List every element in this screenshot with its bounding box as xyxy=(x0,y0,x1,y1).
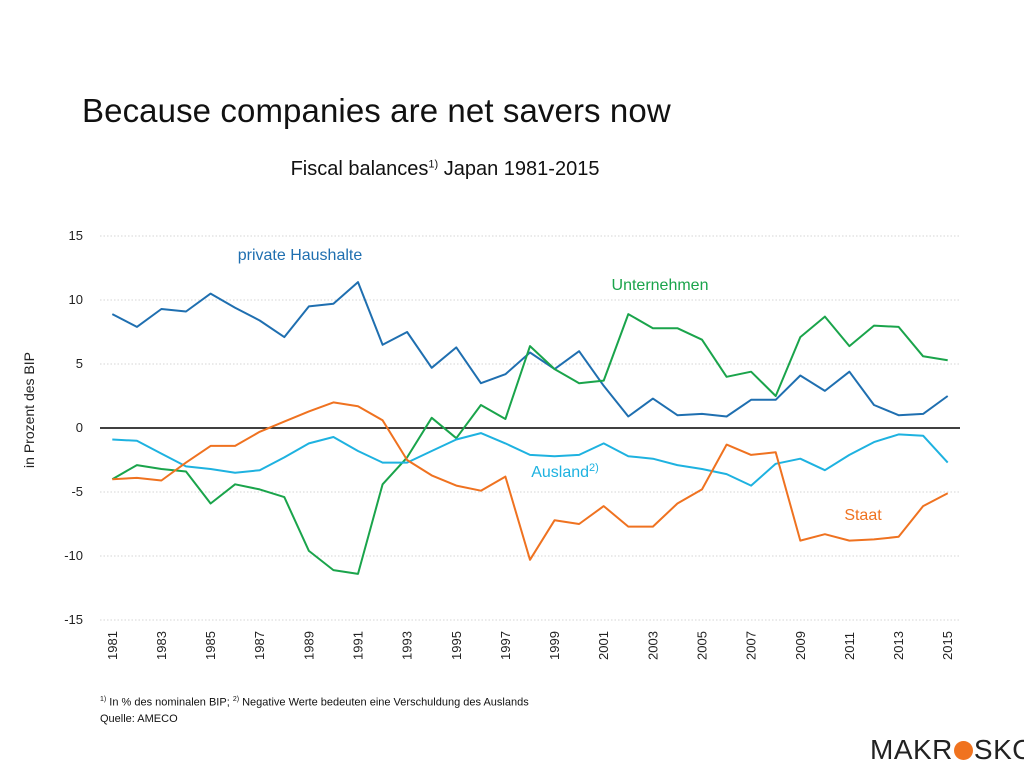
slide-title: Because companies are net savers now xyxy=(82,92,671,129)
chart-title-footnote-marker: 1) xyxy=(428,158,439,171)
y-tick-label: 0 xyxy=(76,420,83,435)
logo-text-right: SKOP xyxy=(973,734,1024,765)
x-tick-label: 1995 xyxy=(449,631,464,660)
x-tick-label: 2007 xyxy=(744,631,759,660)
footnote-line: 1) In % des nominalen BIP; 2) Negative W… xyxy=(100,692,529,711)
series-line-private-haushalte xyxy=(111,281,949,418)
series-line-unternehmen xyxy=(111,313,948,575)
y-tick-label: -10 xyxy=(64,548,83,563)
x-tick-label: 1989 xyxy=(301,631,316,660)
chart-title-text: Fiscal balances xyxy=(290,158,429,180)
x-tick-label: 1987 xyxy=(252,631,267,660)
x-tick-label: 2009 xyxy=(793,631,808,660)
footnote-text-1: In % des nominalen BIP; xyxy=(106,696,233,709)
y-tick-label: -15 xyxy=(64,612,83,627)
series-line-ausland xyxy=(112,432,949,487)
y-tick-label: -5 xyxy=(71,484,83,499)
footnote-marker-1: 1) xyxy=(100,696,107,703)
series-label-unternehmen: Unternehmen xyxy=(612,277,709,294)
y-tick-labels: 15 10 5 0 -5 -10 -15 xyxy=(64,228,83,627)
x-tick-label: 1981 xyxy=(105,631,120,660)
logo-dot-icon xyxy=(953,740,973,760)
x-tick-label: 1999 xyxy=(547,631,562,660)
series-lines xyxy=(111,281,949,575)
y-tick-label: 10 xyxy=(69,292,83,307)
chart-title: Fiscal balances1) Japan 1981-2015 xyxy=(0,158,890,181)
logo-text-left: MAKR xyxy=(870,734,953,765)
footnote-text-2: Negative Werte bedeuten eine Verschuldun… xyxy=(239,696,529,709)
x-tick-label: 1983 xyxy=(154,631,169,660)
x-tick-label: 2011 xyxy=(842,632,857,660)
series-label-ausland: Ausland2) xyxy=(531,462,599,481)
footnote: 1) In % des nominalen BIP; 2) Negative W… xyxy=(100,692,529,727)
x-tick-label: 1993 xyxy=(400,631,415,660)
source-line: Quelle: AMECO xyxy=(100,712,178,725)
x-tick-label: 1997 xyxy=(498,631,513,660)
chart-title-suffix: Japan 1981-2015 xyxy=(438,158,600,180)
x-tick-label: 1991 xyxy=(351,631,366,660)
series-label-staat: Staat xyxy=(844,507,882,524)
makroskop-logo: MAKR SKOP xyxy=(870,734,1024,766)
x-tick-label: 2015 xyxy=(940,631,955,660)
x-tick-label: 2013 xyxy=(891,631,906,660)
gridlines xyxy=(100,235,960,621)
y-axis-label: in Prozent des BIP xyxy=(21,352,37,468)
series-line-staat xyxy=(112,401,949,561)
footnote-marker-2: 2) xyxy=(232,696,240,703)
x-tick-label: 2005 xyxy=(695,631,710,660)
y-tick-label: 15 xyxy=(69,228,83,243)
series-labels: private Haushalte Unternehmen Ausland2) Sta… xyxy=(238,247,882,524)
y-tick-label: 5 xyxy=(76,356,83,371)
series-label-private-haushalte: private Haushalte xyxy=(238,247,363,264)
x-tick-label: 2003 xyxy=(645,631,660,660)
x-tick-label: 1985 xyxy=(203,631,218,660)
x-tick-labels: 1981 1983 1985 1987 1989 1991 1993 1995 1997 1999… xyxy=(105,631,955,660)
x-tick-label: 2001 xyxy=(596,631,611,660)
